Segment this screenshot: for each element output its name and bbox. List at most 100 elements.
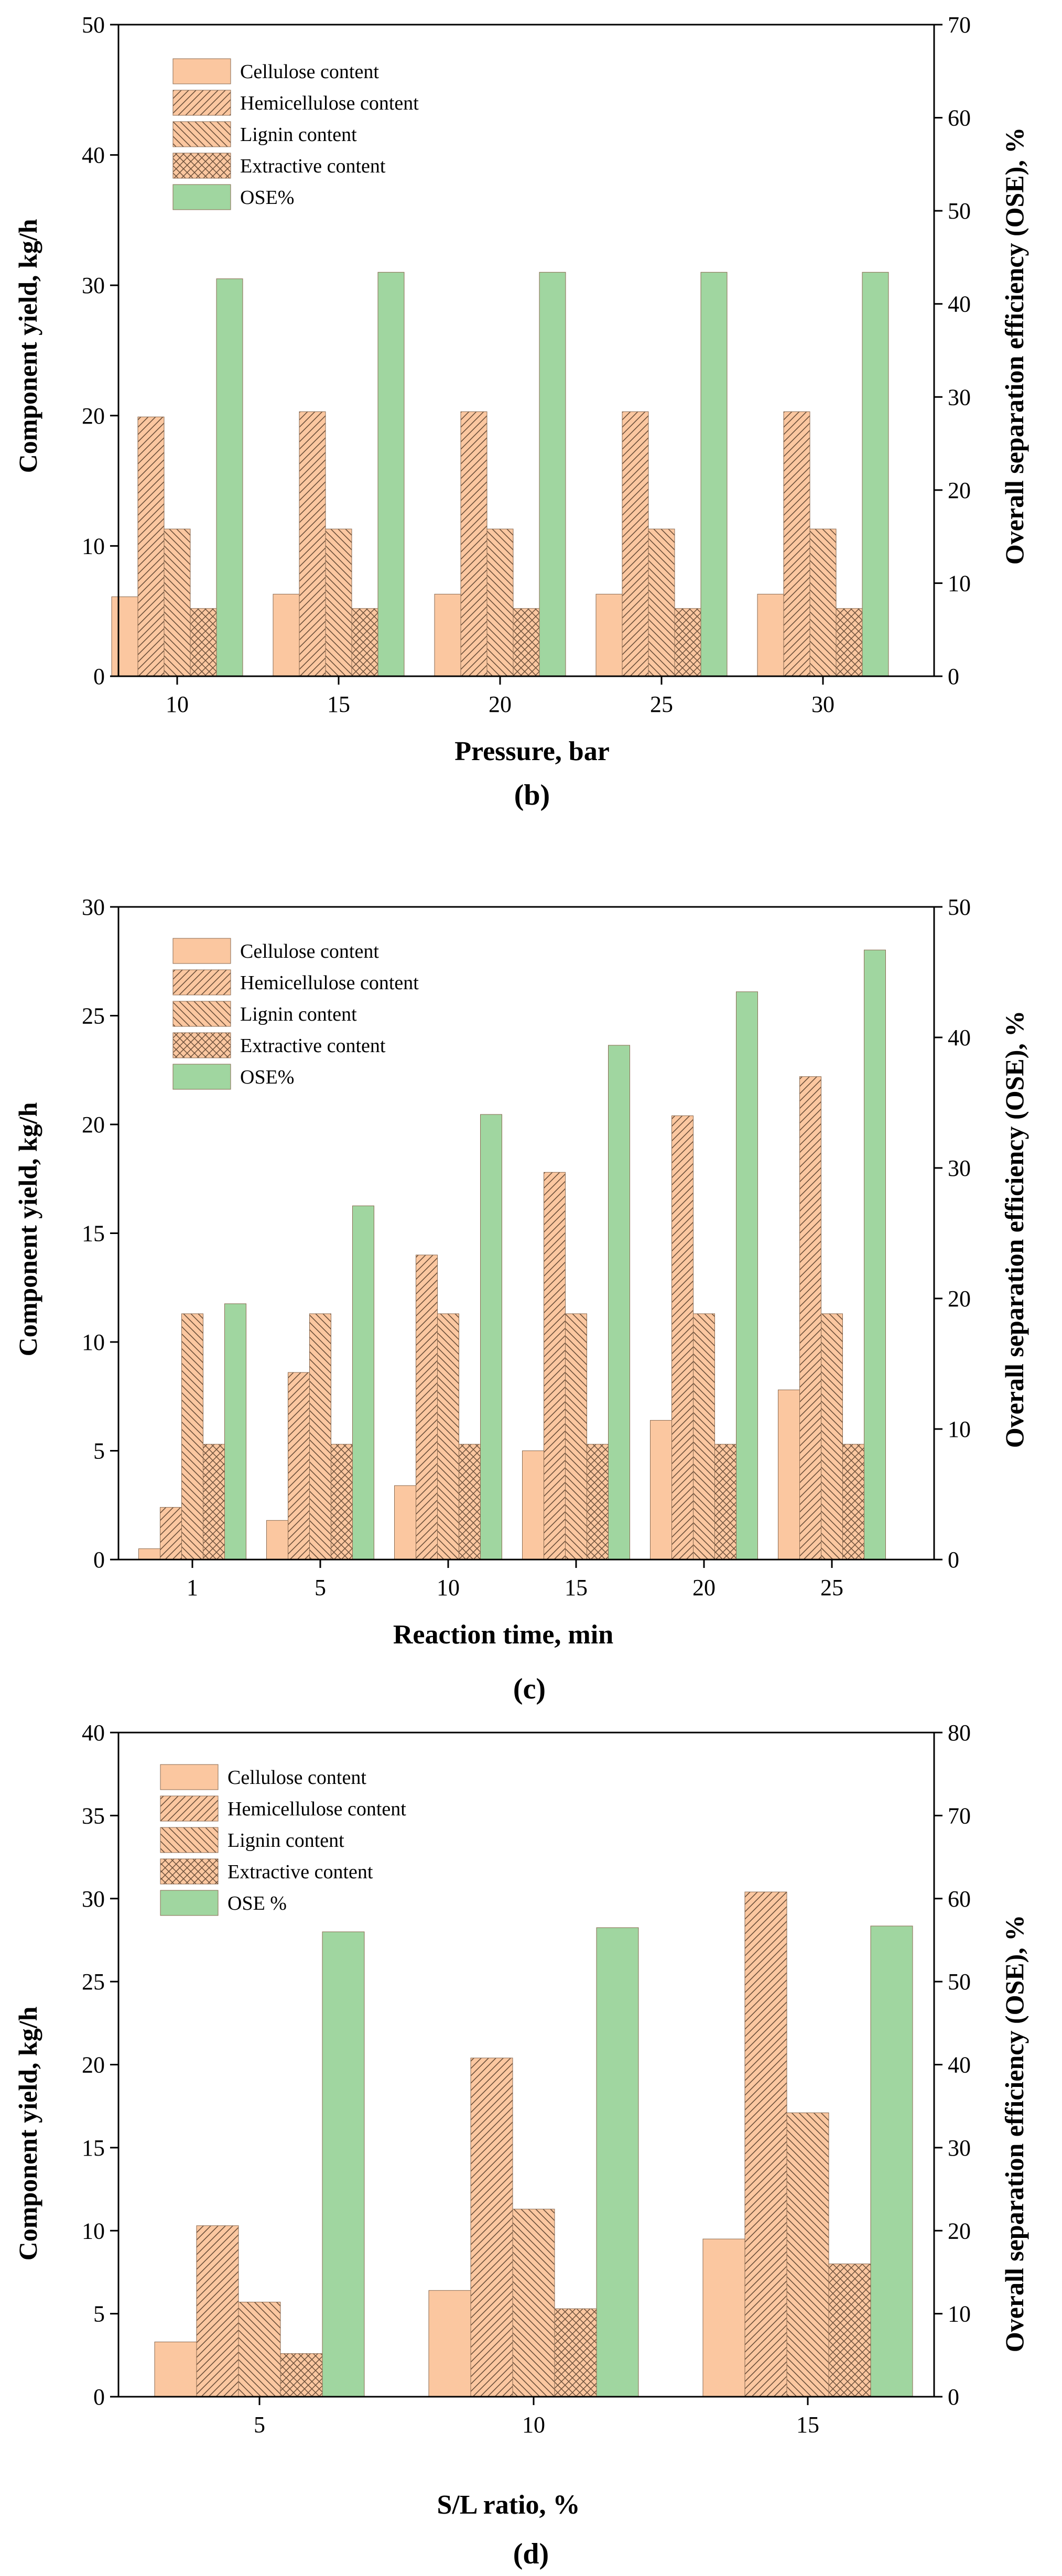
legend-label: Cellulose content [240,61,379,83]
x-tick-label: 5 [254,2412,265,2438]
x-axis-title: S/L ratio, % [437,2490,580,2520]
y-tick-label-left: 0 [93,1547,105,1573]
chart-panel-b: 0 10 20 30 40 50 0 10 20 30 40 50 60 70 10 15 20 25 30 Cell… [13,12,1029,811]
y-tick-label-right: 70 [948,12,971,38]
y-tick-label-left: 50 [82,12,105,38]
x-tick-label: 10 [166,691,189,717]
bar-cellulose [273,593,300,677]
bar-extractive [203,1444,225,1560]
y-tick-label-left: 20 [82,2052,105,2078]
bar-cellulose [138,1548,160,1560]
bar-hemicellulose [783,411,810,677]
bar-lignin [809,528,837,677]
legend: Cellulose content Hemicellulose content Li… [172,58,419,210]
bar-ose [377,272,405,677]
y-tick-label-left: 25 [82,1003,105,1029]
y-tick-label-left: 20 [82,403,105,429]
y-axis-title-left: Component yield, kg/h [13,1102,42,1356]
y-tick-label-left: 20 [82,1112,105,1138]
legend: Cellulose content Hemicellulose content Li… [160,1764,406,1916]
bar-extractive [280,2353,323,2397]
y-axis-title-right: Overall separation efficiency (OSE), % [1000,1915,1029,2353]
bar-cellulose [394,1485,416,1560]
y-tick-label-left: 30 [82,273,105,298]
y-axis-title-right: Overall separation efficiency (OSE), % [1000,127,1029,565]
y-tick-label-right: 80 [948,1720,971,1746]
legend-label: Extractive content [240,1035,386,1057]
legend-label: OSE% [240,1066,294,1088]
y-tick-label-right: 60 [948,1886,971,1912]
bar-hemicellulose [544,1172,566,1560]
bar-ose [864,949,886,1560]
bar-hemicellulose [671,1115,693,1560]
y-tick-label-right: 60 [948,105,971,131]
y-tick-label-right: 30 [948,1155,971,1181]
bar-ose [322,1931,365,2397]
legend-swatch-hemicellulose [172,90,231,116]
y-tick-label-right: 40 [948,1025,971,1051]
bar-ose [736,991,758,1560]
panel-label: (c) [513,1673,546,1705]
x-axis-title: Reaction time, min [393,1620,613,1650]
bar-lignin [512,2209,555,2397]
bar-lignin [181,1313,203,1560]
legend-swatch-cellulose [160,1764,219,1790]
bar-hemicellulose [196,2225,239,2397]
bar-hemicellulose [622,411,649,677]
y-tick-label-left: 15 [82,2135,105,2161]
plot-area: 0 5 10 15 20 25 30 35 40 0 10 20 30 40 50 60 70 80 5 10 15 Ce… [82,1720,971,2438]
bar-ose [862,272,889,677]
y-tick-label-right: 30 [948,2135,971,2161]
x-tick-label: 5 [315,1575,326,1600]
legend-label: OSE % [227,1892,287,1914]
y-tick-label-right: 70 [948,1803,971,1828]
legend-swatch-ose [160,1890,219,1916]
y-tick-label-left: 5 [93,1438,105,1464]
panel-label: (b) [514,779,550,811]
x-tick-label: 10 [522,2412,545,2438]
bar-cellulose [757,593,784,677]
legend-label: Hemicellulose content [240,972,419,994]
y-tick-label-left: 30 [82,1886,105,1912]
legend-swatch-extractive [172,1032,231,1058]
bar-hemicellulose [744,1891,787,2397]
bar-extractive [842,1444,864,1560]
bar-cellulose [154,2341,197,2397]
bar-lignin [786,2112,829,2397]
bar-extractive [836,608,863,677]
x-tick-label: 10 [437,1575,460,1600]
y-tick-label-left: 10 [82,533,105,559]
bar-ose [608,1045,630,1560]
bar-hemicellulose [416,1254,438,1560]
y-tick-label-right: 50 [948,198,971,224]
y-tick-label-left: 40 [82,143,105,168]
x-tick-label: 1 [187,1575,198,1600]
x-tick-label: 15 [327,691,350,717]
bar-hemicellulose [470,2058,513,2397]
legend-swatch-extractive [172,153,231,179]
bar-extractive [459,1444,481,1560]
x-tick-label: 15 [796,2412,819,2438]
bar-lignin [693,1313,715,1560]
y-axis-title-left: Component yield, kg/h [13,219,42,473]
chart-panel-d: 0 5 10 15 20 25 30 35 40 0 10 20 30 40 50 60 70 80 5 10 15 Ce… [13,1720,1029,2570]
bar-cellulose [650,1420,672,1560]
legend-swatch-lignin [160,1827,219,1853]
legend-swatch-hemicellulose [160,1795,219,1822]
legend-label: Lignin content [227,1830,344,1852]
x-tick-label: 25 [820,1575,843,1600]
y-tick-label-left: 0 [93,664,105,689]
y-tick-label-right: 40 [948,2052,971,2078]
bar-extractive [587,1444,609,1560]
y-tick-label-left: 30 [82,894,105,920]
legend-label: Lignin content [240,1003,357,1025]
bar-ose [700,272,728,677]
y-tick-label-right: 20 [948,1286,971,1312]
y-tick-label-right: 20 [948,478,971,503]
legend-swatch-hemicellulose [172,969,231,995]
legend-label: Cellulose content [240,940,379,962]
bar-ose [870,1925,913,2397]
